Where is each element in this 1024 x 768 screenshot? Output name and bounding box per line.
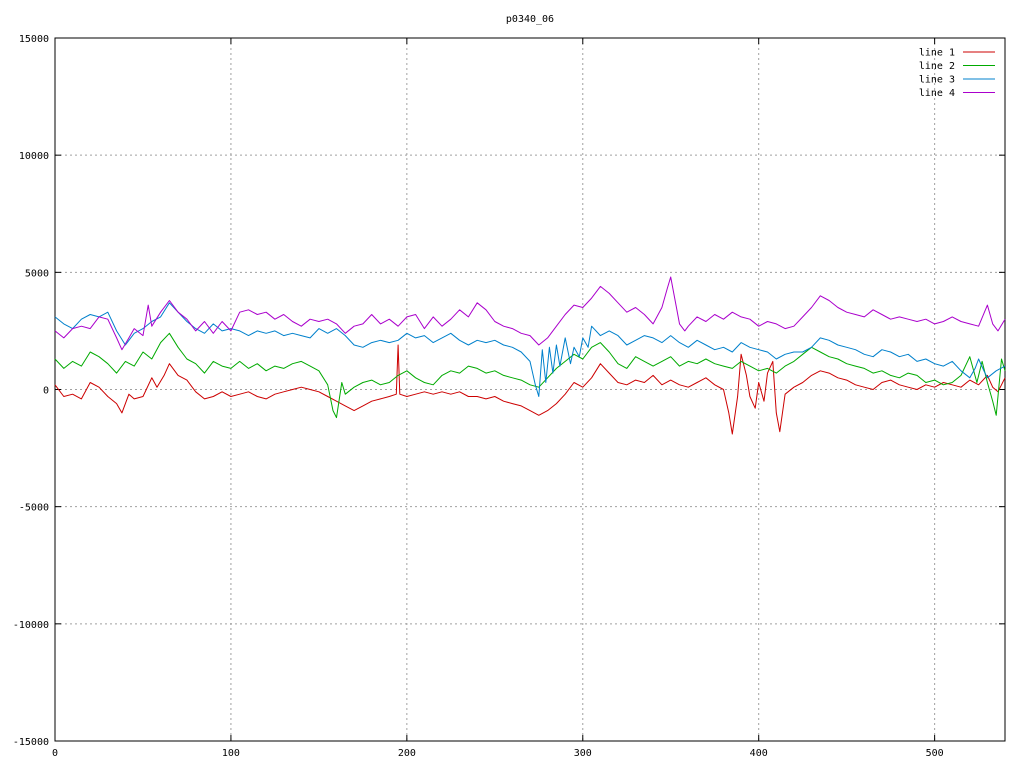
series-line-1 xyxy=(54,344,1006,435)
legend-label-4: line 4 xyxy=(919,88,955,99)
x-tick-label-5: 500 xyxy=(926,748,944,759)
y-tick-label-0: -15000 xyxy=(13,737,49,748)
y-tick-label-2: -5000 xyxy=(19,503,49,514)
series-line-2 xyxy=(54,332,1006,419)
y-tick-label-6: 15000 xyxy=(19,34,49,45)
series-line-3 xyxy=(54,302,1006,397)
y-tick-label-4: 5000 xyxy=(25,268,49,279)
x-tick-label-2: 200 xyxy=(398,748,416,759)
x-tick-label-3: 300 xyxy=(574,748,592,759)
chart-title: p0340_06 xyxy=(506,14,554,25)
x-tick-label-0: 0 xyxy=(52,748,58,759)
x-tick-label-4: 400 xyxy=(750,748,768,759)
series-line-4 xyxy=(54,276,1006,351)
legend: line 1 line 2 line 3 line 4 xyxy=(919,48,995,99)
y-tick-label-5: 10000 xyxy=(19,151,49,162)
y-tick-label-3: 0 xyxy=(43,386,49,397)
grid xyxy=(55,38,1005,741)
series-group xyxy=(54,276,1006,435)
legend-label-2: line 2 xyxy=(919,61,955,72)
axes: 0 100 200 300 400 500 -15000 -10000 -5000 0 5000 10… xyxy=(13,34,1006,759)
y-tick-label-1: -10000 xyxy=(13,620,49,631)
legend-label-1: line 1 xyxy=(919,48,955,59)
x-tick-label-1: 100 xyxy=(222,748,240,759)
legend-label-3: line 3 xyxy=(919,75,955,86)
